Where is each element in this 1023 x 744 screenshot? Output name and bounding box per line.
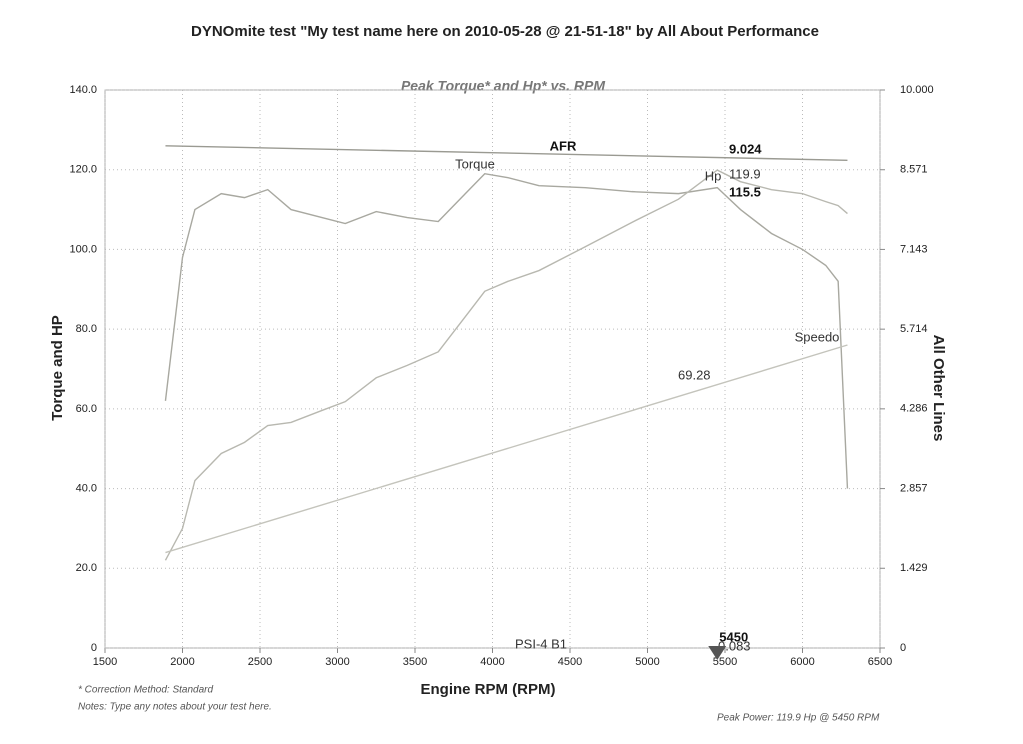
- annotation: 0.083: [718, 638, 751, 653]
- y2-tick-label: 1.429: [900, 562, 928, 574]
- y2-tick-label: 2.857: [900, 482, 928, 494]
- series-label: Torque: [455, 156, 495, 171]
- y-axis-label: Torque and HP: [49, 315, 66, 421]
- peak-marker: [708, 646, 727, 660]
- y-tick-label: 0: [91, 642, 97, 654]
- x-tick-label: 5500: [713, 656, 737, 668]
- annotation: 9.024: [729, 141, 762, 156]
- x-tick-label: 4000: [480, 656, 504, 668]
- x-axis-label: Engine RPM (RPM): [421, 681, 556, 698]
- y-tick-label: 120.0: [69, 164, 97, 176]
- series-line: [165, 344, 848, 554]
- annotation: 69.28: [678, 367, 711, 382]
- series-line: [165, 145, 848, 162]
- x-tick-label: 2000: [170, 656, 194, 668]
- annotation: 115.5: [729, 184, 761, 199]
- y-tick-label: 100.0: [69, 243, 97, 255]
- note: Peak Power: 119.9 Hp @ 5450 RPM: [717, 713, 880, 724]
- y2-tick-label: 8.571: [900, 164, 928, 176]
- x-tick-label: 2500: [248, 656, 272, 668]
- series-line: [164, 172, 849, 489]
- y-tick-label: 40.0: [76, 482, 97, 494]
- x-tick-label: 3500: [403, 656, 427, 668]
- y-tick-label: 20.0: [76, 562, 97, 574]
- annotation: 119.9: [729, 166, 761, 181]
- chart-subtitle: Peak Torque* and Hp* vs. RPM: [401, 78, 605, 94]
- x-tick-label: 3000: [325, 656, 349, 668]
- annotation: PSI-4 B1: [515, 636, 567, 651]
- y2-tick-label: 4.286: [900, 403, 928, 415]
- x-tick-label: 6000: [790, 656, 814, 668]
- chart-title: DYNOmite test "My test name here on 2010…: [191, 23, 819, 40]
- series-line: [164, 169, 848, 561]
- series-label: AFR: [550, 138, 577, 153]
- x-tick-label: 4500: [558, 656, 582, 668]
- series-label: Speedo: [795, 329, 840, 344]
- y2-tick-label: 10.000: [900, 84, 934, 96]
- x-tick-label: 6500: [868, 656, 892, 668]
- y-tick-label: 80.0: [76, 323, 97, 335]
- y-tick-label: 60.0: [76, 403, 97, 415]
- y2-tick-label: 7.143: [900, 243, 928, 255]
- series-label: Hp: [705, 168, 722, 183]
- y2-tick-label: 5.714: [900, 323, 928, 335]
- note: * Correction Method: Standard: [78, 685, 214, 696]
- y2-tick-label: 0: [900, 642, 906, 654]
- x-tick-label: 5000: [635, 656, 659, 668]
- y2-axis-label: All Other Lines: [930, 335, 947, 442]
- x-tick-label: 1500: [93, 656, 117, 668]
- y-tick-label: 140.0: [69, 84, 97, 96]
- peak-rpm-label: 5450: [719, 629, 748, 644]
- note: Notes: Type any notes about your test he…: [78, 702, 272, 713]
